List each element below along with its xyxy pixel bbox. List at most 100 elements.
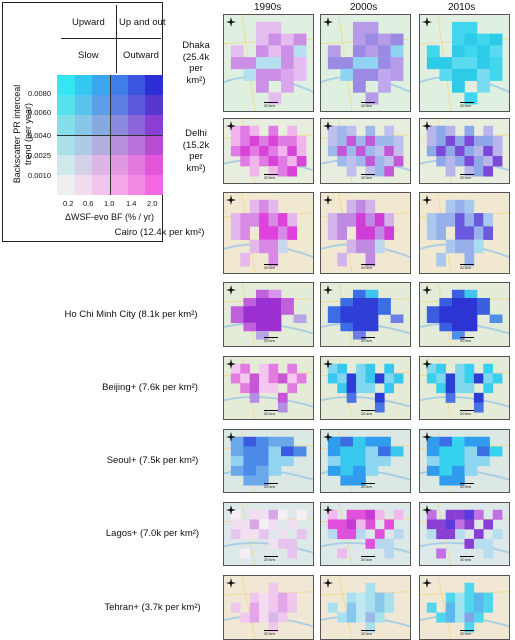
map-cell [287,226,298,240]
map-cell [483,135,494,147]
legend-swatch [127,155,146,175]
map-cell [365,592,376,603]
map-cell [249,135,260,147]
map-cell [340,68,354,81]
map-cell [464,582,475,593]
map-cell [337,612,347,623]
map-cell [287,156,298,167]
map-cell [445,383,456,394]
map-cell [249,392,260,403]
map-cell [455,156,465,167]
map-cell [287,145,298,157]
scale-bar: 20 km [264,337,278,343]
map-cell [445,509,456,520]
map-cell [378,57,391,70]
map-cell [340,436,354,447]
city-label: Cairo (12.4k per km²) [114,227,205,239]
map-cell [445,529,456,540]
map-cell [268,363,279,374]
map-cell [356,363,366,374]
map-cell [464,145,475,157]
map-cell [346,156,357,167]
city-label: Lagos+ (7.0k per km²) [105,528,200,540]
scale-bar: 20 km [264,556,278,562]
map-cell [327,306,341,315]
map-cell [492,145,503,157]
map-cell [293,446,307,457]
map-cell [483,383,494,394]
map-cell [464,156,475,167]
north-arrow-icon [226,121,236,131]
map-cell [464,68,478,81]
map-cell [483,373,494,384]
north-arrow-icon [422,505,432,515]
map-cell [255,465,269,476]
map-cell [259,363,269,374]
city-map-2000s: 20 km [320,14,411,112]
scale-bar: 20 km [264,102,278,108]
map-cell [230,363,241,374]
map-cell [451,306,465,315]
map-cell [365,306,379,315]
map-cell [473,538,484,549]
map-cell [451,289,465,299]
legend-swatch [127,95,146,115]
map-cell [455,373,465,384]
legend-swatch [145,95,163,115]
legend-swatch [74,75,93,95]
map-cell [356,226,366,240]
map-cell [365,322,379,332]
map-cell [464,314,478,324]
map-cell [259,509,269,520]
map-cell [352,68,366,81]
map-cell [259,239,269,254]
map-cell [230,465,244,476]
map-cell [426,125,437,137]
map-cell [240,156,250,167]
map-cell [473,239,484,254]
map-cell [327,436,341,447]
map-cell [268,239,279,254]
map-cell [327,529,338,540]
map-cell [249,166,260,177]
map-cell [439,298,453,307]
map-cell [249,383,260,394]
map-cell [378,33,391,46]
map-cell [259,592,269,603]
map-cell [445,213,456,227]
map-cell [240,383,250,394]
map-cell [445,199,456,214]
map-cell [445,135,456,147]
map-cell [426,602,437,613]
map-cell [259,226,269,240]
map-cell [277,213,288,227]
map-cell [426,145,437,157]
legend-swatch [57,115,75,135]
map-cell [365,68,379,81]
legend-swatch [57,75,75,95]
map-cell [249,373,260,384]
map-cell [337,125,347,137]
map-cell [384,602,395,613]
map-cell [268,465,282,476]
map-cell [337,213,347,227]
map-cell [426,373,437,384]
map-cell [439,68,453,81]
north-arrow-icon [422,121,432,131]
map-cell [492,135,503,147]
legend-swatch [109,115,128,135]
x-tick: 0.2 [63,199,74,208]
legend-swatch [74,175,93,195]
legend-swatch [127,175,146,195]
map-cell [287,592,298,603]
map-cell [340,322,354,332]
scale-bar: 20 km [264,630,278,636]
map-cell [352,57,366,70]
map-cell [243,465,257,476]
map-cell [365,226,376,240]
map-cell [464,21,478,34]
map-cell [337,226,347,240]
map-cell [230,314,244,324]
map-cell [337,383,347,394]
city-label: Beijing+ (7.6k per km²) [102,382,198,394]
